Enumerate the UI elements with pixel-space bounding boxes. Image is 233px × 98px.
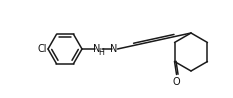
Text: O: O	[173, 77, 180, 87]
Text: Cl: Cl	[37, 44, 47, 54]
Text: N: N	[110, 44, 118, 54]
Text: N: N	[93, 44, 101, 54]
Text: H: H	[98, 48, 104, 57]
